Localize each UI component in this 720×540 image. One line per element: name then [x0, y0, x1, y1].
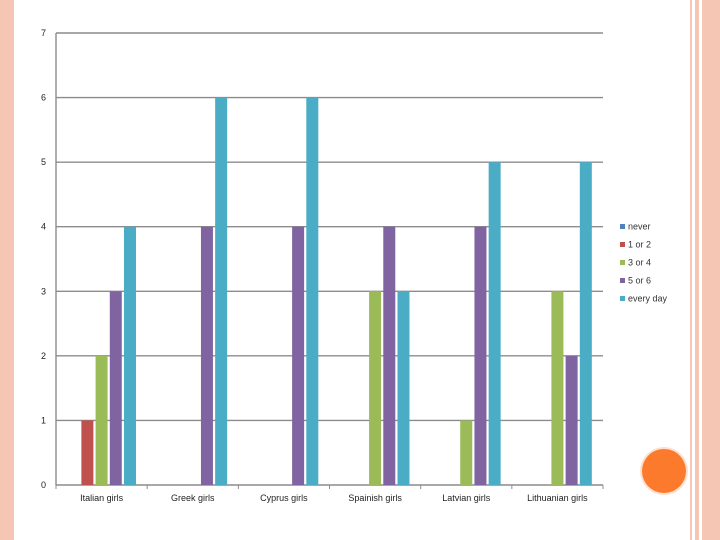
bar	[306, 97, 319, 486]
bar	[109, 291, 122, 485]
y-tick-label: 0	[41, 480, 46, 490]
legend-swatch	[620, 296, 625, 301]
y-tick-label: 6	[41, 93, 46, 103]
legend-swatch	[620, 260, 625, 265]
x-tick-label: Cyprus girls	[260, 493, 308, 503]
legend-label: 1 or 2	[628, 240, 651, 250]
bar	[460, 420, 473, 485]
bar	[551, 291, 564, 485]
y-tick-label: 2	[41, 351, 46, 361]
x-tick-label: Lithuanian girls	[527, 493, 588, 503]
x-tick-label: Greek girls	[171, 493, 215, 503]
bar	[200, 226, 213, 485]
legend-swatch	[620, 278, 625, 283]
legend-swatch	[620, 242, 625, 247]
bar	[488, 162, 501, 485]
slide-border-left	[0, 0, 14, 540]
y-tick-label: 3	[41, 286, 46, 296]
bar	[95, 355, 108, 485]
y-tick-label: 4	[41, 222, 46, 232]
x-tick-label: Italian girls	[80, 493, 124, 503]
bar	[579, 162, 592, 485]
legend-swatch	[620, 224, 625, 229]
y-tick-label: 7	[41, 28, 46, 38]
bar	[474, 226, 487, 485]
y-tick-label: 5	[41, 157, 46, 167]
bar	[81, 420, 94, 485]
slide-border-right	[690, 0, 720, 540]
accent-circle	[642, 449, 686, 493]
legend-label: 3 or 4	[628, 258, 651, 268]
legend-label: every day	[628, 294, 668, 304]
legend: never 1 or 2 3 or 4 5 or 6 every day	[620, 222, 668, 304]
bar	[123, 226, 136, 485]
legend-label: 5 or 6	[628, 276, 651, 286]
y-tick-label: 1	[41, 415, 46, 425]
bars	[81, 97, 592, 486]
bar	[383, 226, 396, 485]
axes	[55, 33, 604, 489]
gridlines	[56, 32, 603, 422]
y-tick-labels: 0 1 2 3 4 5 6 7	[41, 28, 46, 490]
x-tick-labels: Italian girls Greek girls Cyprus girls Spai…	[80, 493, 588, 503]
bar	[292, 226, 305, 485]
bar	[397, 291, 410, 485]
x-tick-label: Spainish girls	[348, 493, 402, 503]
legend-label: never	[628, 222, 651, 232]
bar	[565, 355, 578, 485]
bar	[215, 97, 228, 486]
x-tick-label: Latvian girls	[442, 493, 491, 503]
bar	[369, 291, 382, 485]
